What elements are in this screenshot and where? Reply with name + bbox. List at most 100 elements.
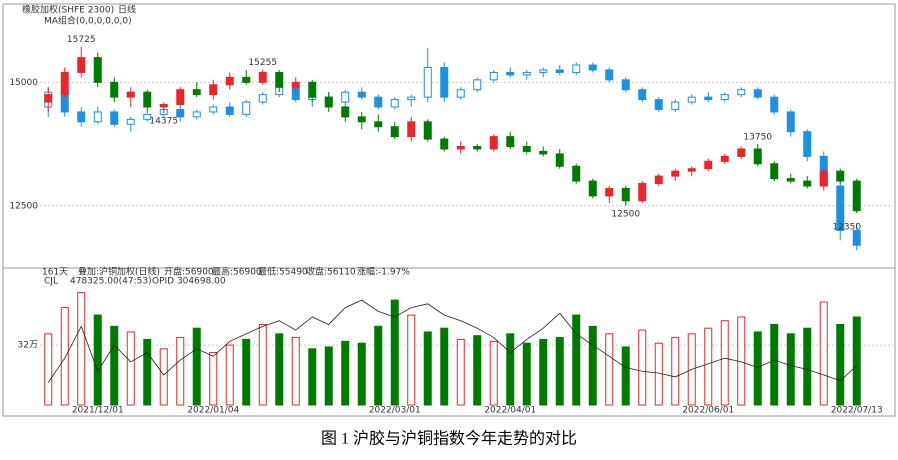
info-text: 最低:55490 (258, 266, 308, 278)
candle-body (803, 180, 812, 187)
info-text: 开盘:56900 (164, 266, 214, 278)
annotation: 13750 (743, 133, 772, 143)
period[interactable]: 日线 (118, 4, 136, 16)
candle-body (671, 101, 680, 110)
bar (275, 333, 284, 406)
candle-body (753, 89, 762, 98)
annotation: 15725 (67, 35, 96, 45)
bar (638, 329, 647, 406)
info-text: 161天 (42, 268, 68, 278)
y-tick-label: 32万 (18, 341, 38, 351)
candle-body (242, 76, 251, 83)
bar (93, 314, 102, 406)
candle-body (423, 121, 432, 140)
candle-body (489, 136, 498, 150)
bar (803, 327, 812, 406)
figure-caption: 图 1 沪胶与沪铜指数今年走势的对比 (321, 430, 577, 448)
candle-body (192, 111, 201, 118)
bar (704, 327, 713, 406)
bar (753, 331, 762, 406)
annotation: 12350 (832, 223, 861, 233)
candle-body (836, 170, 845, 182)
candle-body (720, 155, 729, 162)
candle-body (126, 91, 135, 98)
candle-body (621, 187, 630, 202)
candle-body (638, 89, 647, 101)
candle-body (786, 111, 795, 133)
candle-body (588, 64, 597, 71)
bar (572, 314, 581, 406)
chart-title: 橡胶加权(SHFE 2300) (22, 4, 114, 16)
candle-body (770, 96, 779, 113)
bar (60, 307, 69, 406)
candle-body (440, 67, 449, 98)
bar (506, 333, 515, 406)
info-text: 收盘:56110 (306, 266, 356, 278)
candle-body (407, 121, 416, 138)
candle-body (192, 89, 201, 96)
candle-body (786, 178, 795, 182)
candle-body (539, 69, 548, 73)
y-tick-label: 12500 (9, 201, 38, 211)
candle-body (341, 106, 350, 118)
bar (176, 337, 185, 406)
volume-title: CJL (44, 277, 58, 287)
bar (473, 335, 482, 406)
candle-body (522, 146, 531, 152)
bar (110, 325, 119, 406)
candle-body (572, 165, 581, 182)
candle-body (687, 168, 696, 172)
candle-body (621, 79, 630, 91)
candle-body (473, 146, 482, 150)
y-tick-label: 15000 (9, 78, 38, 88)
info-text: 最高:56900 (212, 266, 262, 278)
line-title: OPID 304698.00 (152, 277, 226, 287)
candle-body (803, 131, 812, 157)
candle-body (126, 118, 135, 125)
candle-body (93, 111, 102, 123)
bar (522, 342, 531, 406)
candle-body (836, 185, 845, 231)
candle-body (687, 96, 696, 103)
x-tick-label: 2022/03/01 (369, 406, 421, 416)
annotation: 14375 (149, 117, 178, 127)
candle-body (737, 148, 746, 157)
candle-body (324, 96, 333, 108)
bar (555, 337, 564, 406)
candle-body (407, 96, 416, 101)
bar (324, 346, 333, 406)
candle-body (77, 57, 86, 73)
candle-body (440, 138, 449, 150)
candle-body (258, 94, 267, 103)
candle-body (93, 57, 102, 83)
candle-body (60, 71, 69, 96)
bar (786, 333, 795, 406)
candle-body (704, 160, 713, 170)
candle-body (308, 81, 317, 98)
candle-body (357, 91, 366, 98)
candle-body (176, 89, 185, 106)
candle-body (258, 71, 267, 83)
candle-body (704, 96, 713, 101)
bar (44, 333, 53, 406)
bar (357, 342, 366, 406)
candle-body (390, 99, 399, 108)
bar (456, 338, 465, 406)
bar (341, 340, 350, 406)
bar (258, 323, 267, 406)
candle-body (522, 71, 531, 76)
candle-body (638, 183, 647, 202)
x-tick-label: 2022/04/01 (484, 406, 536, 416)
candle-body (44, 94, 53, 103)
candle-body (456, 146, 465, 150)
candle-body (456, 89, 465, 98)
bar (308, 348, 317, 406)
candle-body (852, 180, 861, 212)
bar (605, 333, 614, 406)
candle-body (489, 71, 498, 81)
candle-body (77, 111, 86, 123)
candle-body (770, 163, 779, 180)
candle-body (555, 153, 564, 167)
bar (423, 331, 432, 406)
